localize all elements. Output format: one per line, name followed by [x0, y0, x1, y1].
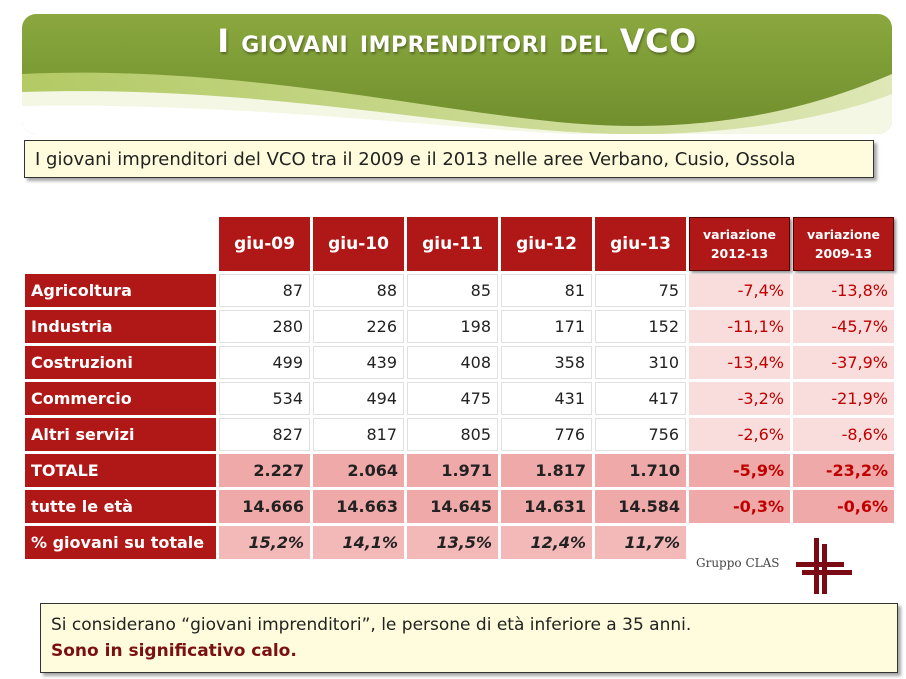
value-cell: 534 — [219, 382, 310, 415]
percent-cell: 13,5% — [407, 526, 498, 559]
logo-text: Gruppo CLAS — [696, 556, 780, 570]
value-cell: 14.584 — [595, 490, 686, 523]
table-row: Altri servizi 827 817 805 776 756 -2,6% … — [25, 418, 894, 451]
value-cell: 85 — [407, 274, 498, 307]
value-cell: 431 — [501, 382, 592, 415]
variation-cell: -8,6% — [793, 418, 894, 451]
percent-cell: 14,1% — [313, 526, 404, 559]
variation-cell: -45,7% — [793, 310, 894, 343]
variation-cell: -13,4% — [689, 346, 790, 379]
value-cell: 87 — [219, 274, 310, 307]
subtitle-box: I giovani imprenditori del VCO tra il 20… — [24, 140, 874, 178]
row-label: TOTALE — [25, 454, 216, 487]
percent-young-row: % giovani su totale 15,2% 14,1% 13,5% 12… — [25, 526, 894, 559]
note-definition: Si considerano “giovani imprenditori”, l… — [51, 615, 692, 635]
variation-cell: -0,6% — [793, 490, 894, 523]
variation-cell: -37,9% — [793, 346, 894, 379]
table-row: Agricoltura 87 88 85 81 75 -7,4% -13,8% — [25, 274, 894, 307]
variation-header-line: variazione — [703, 227, 776, 242]
value-cell: 817 — [313, 418, 404, 451]
value-cell: 1.971 — [407, 454, 498, 487]
variation-cell: -2,6% — [689, 418, 790, 451]
value-cell: 1.710 — [595, 454, 686, 487]
row-label: Commercio — [25, 382, 216, 415]
variation-header-line: 2012-13 — [710, 246, 769, 261]
row-label: Altri servizi — [25, 418, 216, 451]
variation-cell: -11,1% — [689, 310, 790, 343]
value-cell: 776 — [501, 418, 592, 451]
variation-cell: -13,8% — [793, 274, 894, 307]
value-cell: 88 — [313, 274, 404, 307]
value-cell: 475 — [407, 382, 498, 415]
variation-header-line: 2009-13 — [814, 246, 873, 261]
clas-cross-logo-icon — [796, 538, 852, 594]
value-cell: 171 — [501, 310, 592, 343]
value-cell: 14.663 — [313, 490, 404, 523]
value-cell: 226 — [313, 310, 404, 343]
value-cell: 358 — [501, 346, 592, 379]
column-header: giu-10 — [313, 217, 404, 271]
variation-cell: -21,9% — [793, 382, 894, 415]
variation-cell: -3,2% — [689, 382, 790, 415]
page-title: I giovani imprenditori del VCO — [217, 22, 697, 60]
percent-cell: 15,2% — [219, 526, 310, 559]
variation-header-2009-13: variazione 2009-13 — [793, 217, 894, 271]
percent-cell: 11,7% — [595, 526, 686, 559]
table-row: Industria 280 226 198 171 152 -11,1% -45… — [25, 310, 894, 343]
value-cell: 1.817 — [501, 454, 592, 487]
variation-cell: -0,3% — [689, 490, 790, 523]
table-header-row: giu-09 giu-10 giu-11 giu-12 giu-13 varia… — [25, 217, 894, 271]
note-box: Si considerano “giovani imprenditori”, l… — [40, 603, 898, 673]
value-cell: 198 — [407, 310, 498, 343]
value-cell: 408 — [407, 346, 498, 379]
row-label: Costruzioni — [25, 346, 216, 379]
value-cell: 417 — [595, 382, 686, 415]
value-cell: 499 — [219, 346, 310, 379]
value-cell: 310 — [595, 346, 686, 379]
row-label: tutte le età — [25, 490, 216, 523]
value-cell: 439 — [313, 346, 404, 379]
value-cell: 2.064 — [313, 454, 404, 487]
table-row: Costruzioni 499 439 408 358 310 -13,4% -… — [25, 346, 894, 379]
value-cell: 81 — [501, 274, 592, 307]
column-header: giu-11 — [407, 217, 498, 271]
note-conclusion: Sono in significativo calo. — [51, 641, 297, 661]
variation-header-2012-13: variazione 2012-13 — [689, 217, 790, 271]
percent-cell: 12,4% — [501, 526, 592, 559]
value-cell: 14.645 — [407, 490, 498, 523]
value-cell: 14.631 — [501, 490, 592, 523]
value-cell: 14.666 — [219, 490, 310, 523]
variation-header-line: variazione — [807, 227, 880, 242]
title-banner: I giovani imprenditori del VCO — [22, 14, 892, 134]
variation-cell: -5,9% — [689, 454, 790, 487]
value-cell: 494 — [313, 382, 404, 415]
value-cell: 152 — [595, 310, 686, 343]
value-cell: 805 — [407, 418, 498, 451]
value-cell: 827 — [219, 418, 310, 451]
all-ages-row: tutte le età 14.666 14.663 14.645 14.631… — [25, 490, 894, 523]
header-empty-cell — [25, 217, 216, 271]
column-header: giu-13 — [595, 217, 686, 271]
value-cell: 75 — [595, 274, 686, 307]
entrepreneurs-table: giu-09 giu-10 giu-11 giu-12 giu-13 varia… — [22, 214, 897, 562]
table-row: Commercio 534 494 475 431 417 -3,2% -21,… — [25, 382, 894, 415]
value-cell: 756 — [595, 418, 686, 451]
column-header: giu-12 — [501, 217, 592, 271]
value-cell: 280 — [219, 310, 310, 343]
value-cell: 2.227 — [219, 454, 310, 487]
banner-background — [22, 14, 892, 134]
total-row: TOTALE 2.227 2.064 1.971 1.817 1.710 -5,… — [25, 454, 894, 487]
gruppo-clas-logo: Gruppo CLAS — [696, 538, 856, 594]
row-label: Industria — [25, 310, 216, 343]
column-header: giu-09 — [219, 217, 310, 271]
row-label: Agricoltura — [25, 274, 216, 307]
variation-cell: -7,4% — [689, 274, 790, 307]
variation-cell: -23,2% — [793, 454, 894, 487]
row-label: % giovani su totale — [25, 526, 216, 559]
